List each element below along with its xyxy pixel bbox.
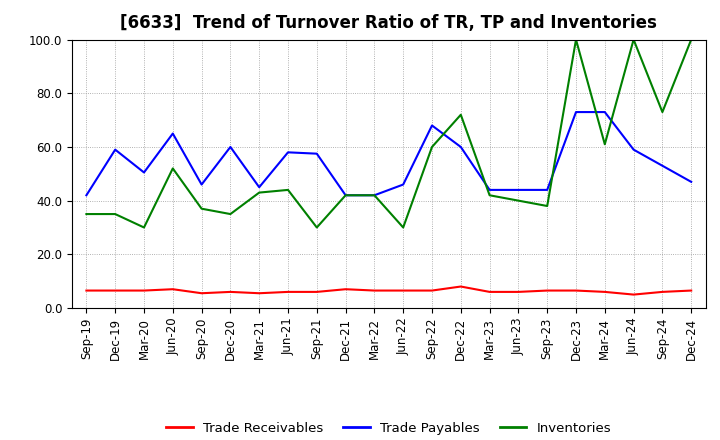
Trade Payables [658,163,667,169]
Trade Receivables [485,289,494,294]
Inventories [370,193,379,198]
Trade Receivables [687,288,696,293]
Trade Payables [341,193,350,198]
Inventories [197,206,206,211]
Inventories [485,193,494,198]
Inventories [82,211,91,216]
Trade Payables [111,147,120,152]
Trade Receivables [370,288,379,293]
Trade Payables [428,123,436,128]
Trade Payables [140,170,148,175]
Trade Receivables [514,289,523,294]
Trade Payables [629,147,638,152]
Trade Payables [572,110,580,115]
Trade Payables [600,110,609,115]
Inventories [658,110,667,115]
Inventories [312,225,321,230]
Inventories [456,112,465,117]
Trade Receivables [140,288,148,293]
Inventories [600,142,609,147]
Trade Receivables [572,288,580,293]
Trade Payables [255,185,264,190]
Trade Payables [226,144,235,150]
Trade Receivables [543,288,552,293]
Inventories [543,203,552,209]
Trade Payables [485,187,494,193]
Inventories [629,37,638,42]
Inventories [341,193,350,198]
Line: Trade Receivables: Trade Receivables [86,286,691,295]
Inventories [687,37,696,42]
Inventories [226,211,235,216]
Trade Payables [82,193,91,198]
Inventories [111,211,120,216]
Inventories [428,144,436,150]
Trade Receivables [341,286,350,292]
Inventories [572,37,580,42]
Trade Receivables [399,288,408,293]
Trade Receivables [168,286,177,292]
Trade Payables [312,151,321,156]
Trade Receivables [284,289,292,294]
Trade Payables [543,187,552,193]
Trade Receivables [629,292,638,297]
Trade Receivables [82,288,91,293]
Trade Payables [197,182,206,187]
Trade Receivables [600,289,609,294]
Trade Receivables [658,289,667,294]
Trade Receivables [111,288,120,293]
Inventories [399,225,408,230]
Inventories [168,166,177,171]
Trade Receivables [428,288,436,293]
Trade Receivables [255,290,264,296]
Inventories [514,198,523,203]
Legend: Trade Receivables, Trade Payables, Inventories: Trade Receivables, Trade Payables, Inven… [161,417,616,440]
Line: Trade Payables: Trade Payables [86,112,691,195]
Trade Payables [514,187,523,193]
Inventories [284,187,292,193]
Trade Payables [168,131,177,136]
Inventories [140,225,148,230]
Trade Payables [456,144,465,150]
Trade Receivables [197,290,206,296]
Inventories [255,190,264,195]
Trade Receivables [312,289,321,294]
Trade Payables [370,193,379,198]
Trade Payables [284,150,292,155]
Trade Payables [399,182,408,187]
Title: [6633]  Trend of Turnover Ratio of TR, TP and Inventories: [6633] Trend of Turnover Ratio of TR, TP… [120,15,657,33]
Trade Receivables [226,289,235,294]
Line: Inventories: Inventories [86,40,691,227]
Trade Receivables [456,284,465,289]
Trade Payables [687,179,696,184]
